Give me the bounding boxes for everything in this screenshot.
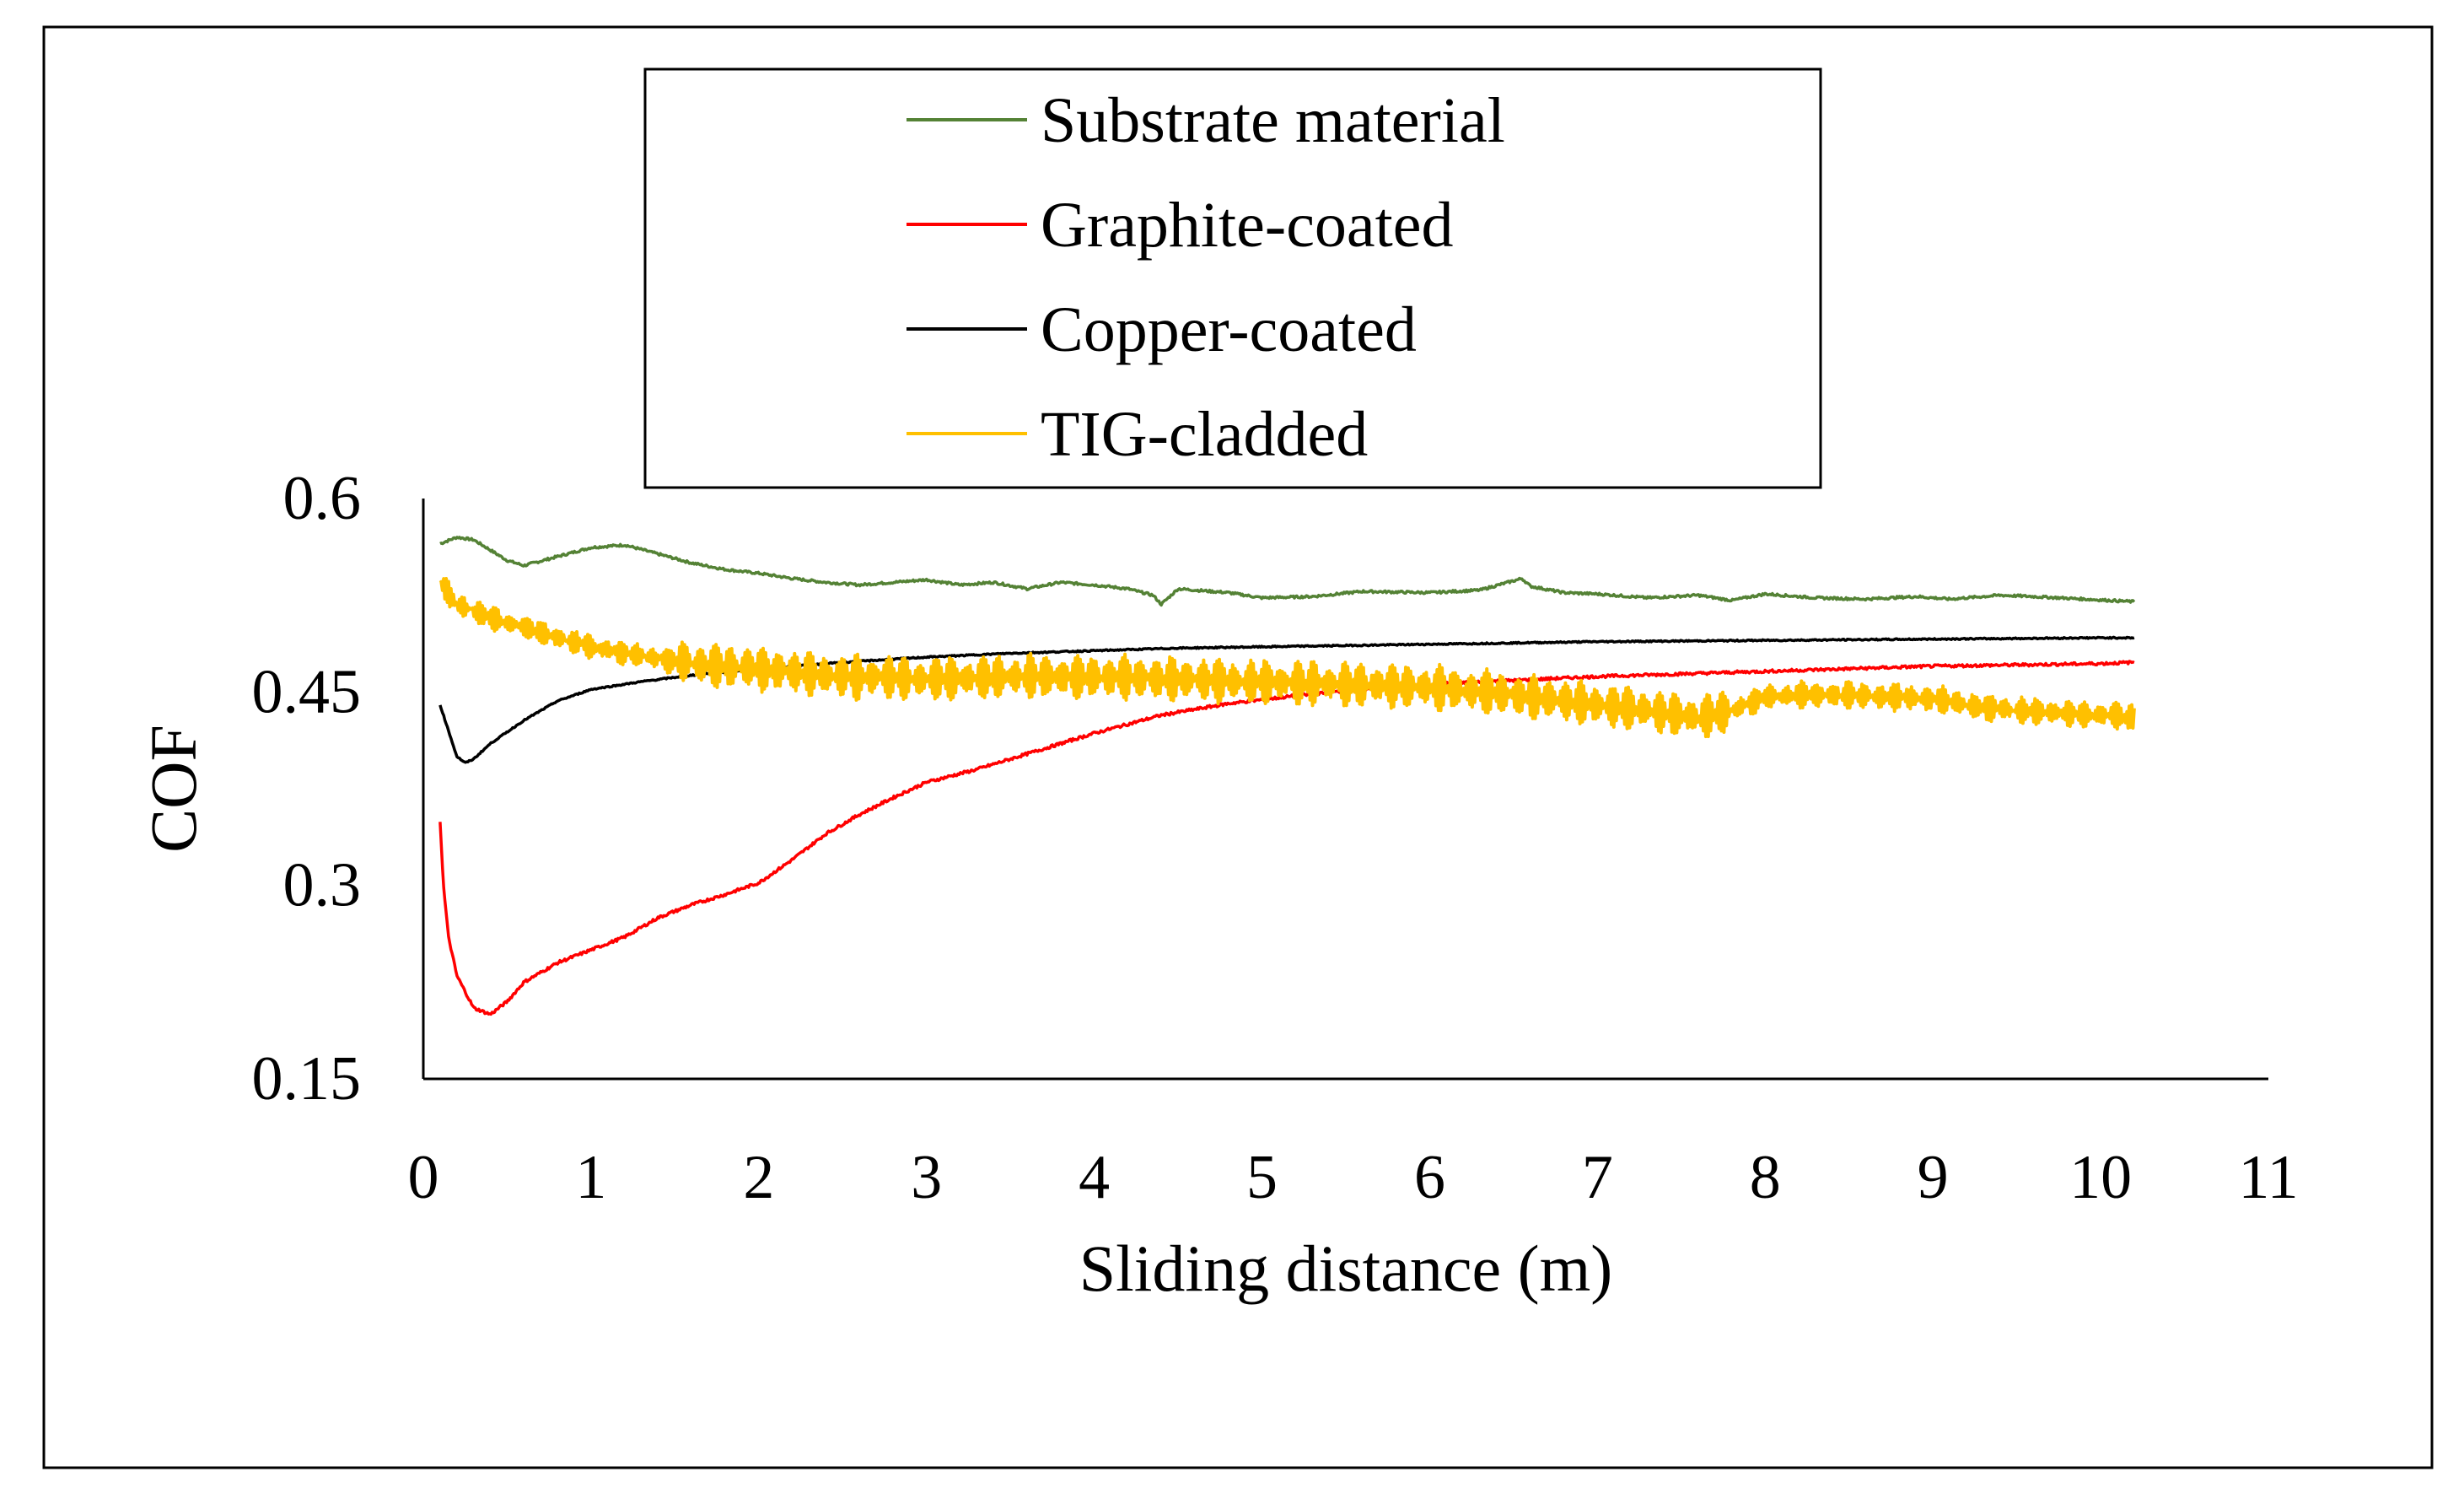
x-tick-label: 6 xyxy=(1414,1143,1445,1212)
y-tick-label: 0.3 xyxy=(283,851,362,920)
plot-area: 0 1 2 3 4 5 6 7 8 9 10 11 0.15 0.3 0.45 0.6 xyxy=(252,464,2299,1212)
x-tick-labels: 0 1 2 3 4 5 6 7 8 9 10 11 xyxy=(408,1143,2299,1212)
series-line-graphite-coated xyxy=(438,660,2135,1016)
x-tick-label: 1 xyxy=(575,1143,606,1212)
series-layer xyxy=(438,536,2136,1016)
x-tick-label: 9 xyxy=(1918,1143,1949,1212)
legend-label-copper-coated: Copper-coated xyxy=(1041,294,1417,365)
x-tick-label: 2 xyxy=(743,1143,774,1212)
x-tick-label: 11 xyxy=(2238,1143,2298,1212)
y-axis-label: COF xyxy=(137,725,210,853)
legend: Substrate material Graphite-coated Copper-… xyxy=(643,67,1822,489)
x-tick-label: 3 xyxy=(911,1143,942,1212)
x-tick-label: 7 xyxy=(1582,1143,1613,1212)
legend-box xyxy=(643,67,1822,489)
legend-entries: Substrate material Graphite-coated Copper-… xyxy=(907,85,1505,470)
x-tick-label: 8 xyxy=(1750,1143,1781,1212)
x-axis-label: Sliding distance (m) xyxy=(1079,1232,1613,1305)
legend-label-graphite-coated: Graphite-coated xyxy=(1041,190,1454,261)
x-tick-label: 5 xyxy=(1246,1143,1278,1212)
y-tick-labels: 0.15 0.3 0.45 0.6 xyxy=(252,464,362,1113)
y-tick-label: 0.45 xyxy=(252,657,362,726)
y-tick-label: 0.15 xyxy=(252,1044,362,1113)
x-tick-label: 4 xyxy=(1079,1143,1110,1212)
x-tick-label: 10 xyxy=(2069,1143,2132,1212)
legend-label-tig-cladded: TIG-cladded xyxy=(1041,399,1368,470)
x-tick-label: 0 xyxy=(408,1143,439,1212)
y-tick-label: 0.6 xyxy=(283,464,362,533)
series-line-substrate-material xyxy=(439,536,2136,607)
series-line-tig-cladded xyxy=(438,577,2136,739)
legend-label-substrate-material: Substrate material xyxy=(1041,85,1505,156)
